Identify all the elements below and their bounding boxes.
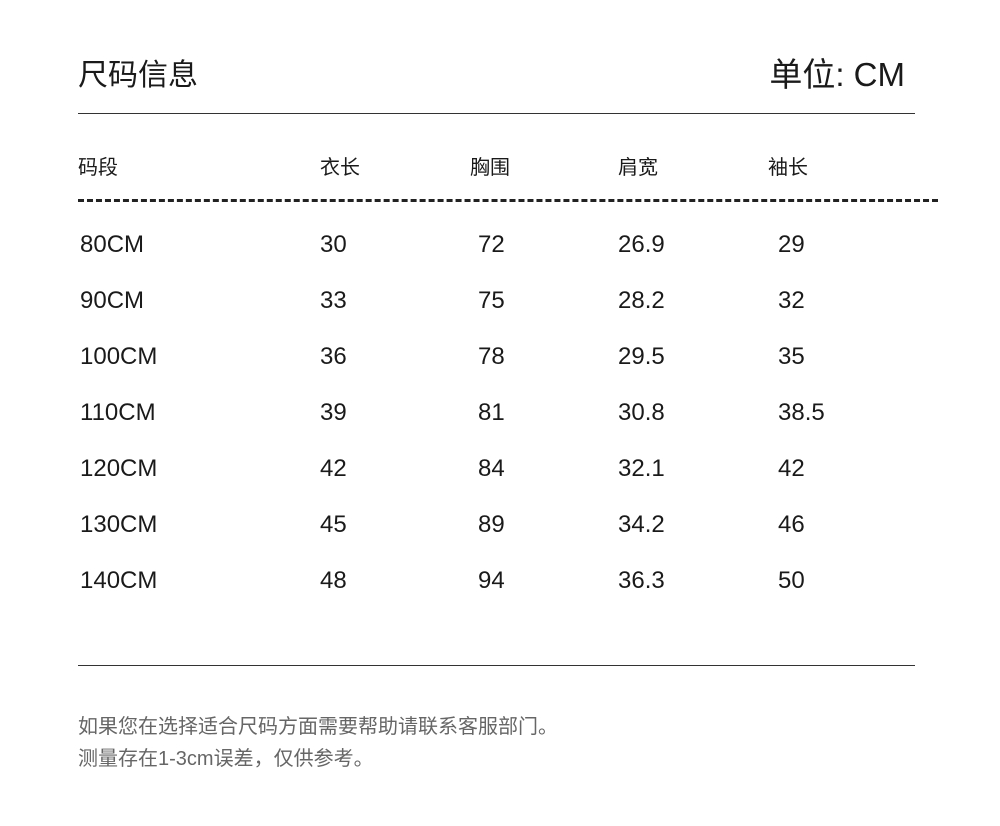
table-cell: 140CM <box>80 567 158 594</box>
table-cell: 48 <box>320 567 347 594</box>
table-cell: 33 <box>320 287 347 314</box>
table-cell: 78 <box>478 343 505 370</box>
table-cell: 100CM <box>80 343 158 370</box>
table-cell: 36.3 <box>618 567 665 594</box>
page-title: 尺码信息 <box>78 59 198 92</box>
table-cell: 42 <box>320 455 347 482</box>
column-header: 袖长 <box>768 157 808 179</box>
table-cell: 50 <box>778 567 805 594</box>
table-cell: 84 <box>478 455 505 482</box>
table-cell: 32 <box>778 287 805 314</box>
table-cell: 120CM <box>80 455 158 482</box>
table-cell: 80CM <box>80 231 145 258</box>
table-cell: 42 <box>778 455 805 482</box>
table-cell: 29.5 <box>618 343 665 370</box>
table-cell: 46 <box>778 511 805 538</box>
table-cell: 29 <box>778 231 805 258</box>
table-cell: 26.9 <box>618 231 665 258</box>
top-divider <box>78 113 915 114</box>
column-header: 肩宽 <box>618 157 658 179</box>
unit-label: 单位: CM <box>769 56 905 93</box>
table-cell: 34.2 <box>618 511 665 538</box>
table-cell: 89 <box>478 511 505 538</box>
footer-note-1: 如果您在选择适合尺码方面需要帮助请联系客服部门。 <box>78 716 558 738</box>
bottom-divider <box>78 665 915 666</box>
table-cell: 72 <box>478 231 505 258</box>
table-cell: 30.8 <box>618 399 665 426</box>
table-cell: 130CM <box>80 511 158 538</box>
table-cell: 32.1 <box>618 455 665 482</box>
table-cell: 28.2 <box>618 287 665 314</box>
table-cell: 45 <box>320 511 347 538</box>
table-cell: 94 <box>478 567 505 594</box>
column-header: 胸围 <box>470 157 510 179</box>
column-header: 衣长 <box>320 157 360 179</box>
table-cell: 81 <box>478 399 505 426</box>
table-cell: 75 <box>478 287 505 314</box>
table-cell: 35 <box>778 343 805 370</box>
table-cell: 90CM <box>80 287 145 314</box>
table-cell: 39 <box>320 399 347 426</box>
dashed-divider <box>78 199 938 202</box>
table-cell: 38.5 <box>778 399 825 426</box>
table-cell: 30 <box>320 231 347 258</box>
footer-note-2: 测量存在1-3cm误差，仅供参考。 <box>78 748 374 770</box>
table-cell: 110CM <box>80 399 156 426</box>
table-cell: 36 <box>320 343 347 370</box>
column-header: 码段 <box>78 157 118 179</box>
